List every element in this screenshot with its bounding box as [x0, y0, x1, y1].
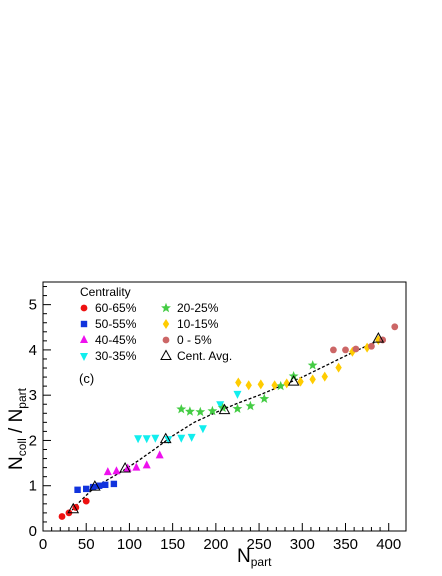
data-point [207, 405, 218, 416]
legend-entry-label: 60-65% [95, 301, 137, 315]
legend-marker [160, 349, 172, 360]
data-point [195, 406, 206, 417]
data-point [257, 379, 264, 390]
x-axis-title: Npart [237, 546, 272, 569]
legend-marker [161, 302, 171, 313]
data-point [74, 486, 81, 494]
data-point [321, 371, 328, 382]
data-point [103, 467, 112, 476]
data-point [132, 462, 141, 471]
legend-marker [162, 319, 170, 329]
data-point [198, 425, 207, 434]
data-point [142, 435, 151, 444]
x-tick-label: 250 [247, 536, 272, 553]
legend-entry-label: 30-35% [95, 349, 137, 363]
data-point [187, 433, 196, 442]
legend-entry-label: 0 - 5% [177, 333, 212, 347]
data-point [185, 406, 195, 416]
data-point [83, 485, 90, 493]
data-point [216, 401, 225, 410]
data-point [297, 376, 304, 387]
fit-curve [68, 339, 381, 515]
data-point [89, 483, 97, 491]
data-point [164, 436, 173, 445]
x-tick-label: 0 [39, 536, 47, 553]
data-point [368, 342, 375, 350]
fit-curve-line [68, 339, 381, 515]
data-point [352, 345, 360, 353]
legend-marker [80, 320, 88, 328]
x-tick-label: 300 [290, 536, 315, 553]
data-point [58, 513, 66, 520]
data-point [67, 502, 80, 514]
x-tick-label: 100 [117, 536, 142, 553]
legend-entry-label: 20-25% [177, 301, 219, 315]
y-tick-label: 5 [29, 297, 37, 314]
legend-entry-label: Cent. Avg. [177, 349, 232, 363]
x-tick-label: 350 [333, 536, 358, 553]
legend-title: Centrality [80, 285, 131, 299]
data-point [309, 374, 316, 385]
data-point [142, 460, 151, 469]
data-point [342, 346, 349, 354]
data-point [391, 323, 399, 331]
data-point [218, 403, 231, 415]
data-point [275, 380, 286, 391]
x-tick-label: 400 [376, 536, 401, 553]
data-point [335, 362, 342, 373]
legend-marker [80, 304, 88, 312]
data-point [112, 466, 121, 475]
data-point [235, 377, 242, 388]
data-point [82, 497, 90, 505]
legend-marker [162, 336, 170, 344]
axis-ticks: 0 50 100 150 200 250 300 350 400 0 1 2 3 4 5 [29, 286, 401, 553]
data-point [119, 461, 131, 473]
legend-entry-label: 40-45% [95, 333, 137, 347]
y-tick-label: 3 [29, 387, 37, 404]
data-point [102, 481, 109, 489]
data-point [372, 332, 385, 343]
data-point [110, 480, 118, 488]
data-point [245, 400, 256, 411]
data-point [176, 404, 187, 414]
data-point [95, 482, 103, 489]
data-point [134, 435, 143, 444]
legend-entry-label: 50-55% [95, 317, 137, 331]
y-tick-label: 2 [29, 432, 37, 449]
data-point [259, 393, 270, 403]
data-point [283, 378, 290, 389]
data-point [307, 360, 318, 370]
data-point [151, 434, 160, 443]
y-tick-label: 4 [29, 342, 37, 359]
data-point [177, 434, 186, 443]
data-point [233, 390, 242, 399]
y-axis-title: Ncoll / Npart [6, 387, 29, 470]
data-point [271, 380, 278, 391]
panel-label: (c) [79, 371, 94, 386]
data-point [155, 450, 164, 459]
x-tick-label: 200 [203, 536, 228, 553]
legend: Centrality 60-65% 50-55% 40-45% 30-35% 20-25… [80, 285, 232, 363]
x-tick-label: 50 [78, 536, 95, 553]
data-point [232, 403, 243, 413]
x-tick-label: 150 [160, 536, 185, 553]
legend-entry-label: 10-15% [177, 317, 219, 331]
legend-marker [80, 335, 88, 343]
y-tick-label: 0 [29, 523, 37, 540]
data-point [245, 380, 252, 391]
data-point [159, 432, 172, 444]
data-point [287, 375, 300, 386]
y-tick-label: 1 [29, 478, 37, 495]
legend-marker [80, 353, 88, 361]
data-markers [58, 323, 399, 520]
data-point [89, 480, 101, 491]
data-point [330, 346, 337, 354]
